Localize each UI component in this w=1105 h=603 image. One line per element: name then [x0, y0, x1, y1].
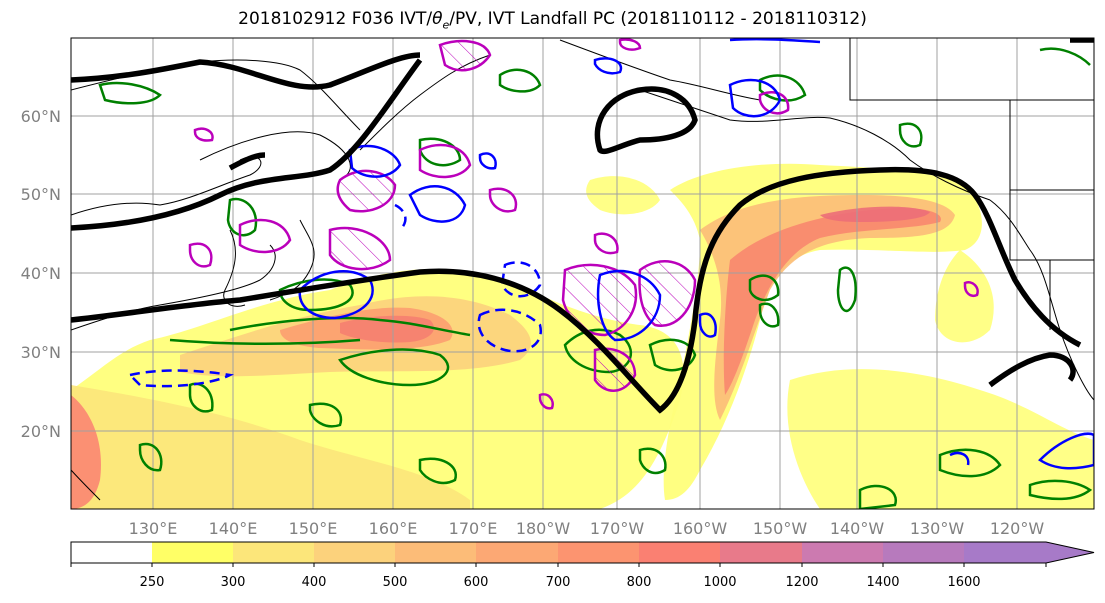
colorbar-label-700: 700 [546, 575, 571, 590]
colorbar-segment-9 [802, 542, 883, 563]
lat-label-50: 50°N [21, 185, 61, 204]
colorbar-segment-0 [71, 542, 152, 563]
colorbar-segment-11 [964, 542, 1046, 563]
colorbar-label-1400: 1400 [866, 575, 899, 590]
colorbar-segment-10 [883, 542, 964, 563]
longitude-labels: 130°E 140°E 150°E 160°E 170°E 180°W 170°… [129, 519, 1045, 538]
colorbar-label-250: 250 [140, 575, 165, 590]
lon-label-130w: 130°W [910, 519, 965, 538]
colorbar-segment-4 [395, 542, 476, 563]
lon-label-170e: 170°E [449, 519, 498, 538]
colorbar-label-400: 400 [302, 575, 327, 590]
lon-label-150w: 150°W [753, 519, 808, 538]
lon-label-140e: 140°E [209, 519, 258, 538]
colorbar: 250 300 400 500 600 700 800 1000 1200 14… [70, 541, 1095, 590]
colorbar-label-800: 800 [627, 575, 652, 590]
colorbar-label-500: 500 [383, 575, 408, 590]
colorbar-segment-6 [558, 542, 639, 563]
lon-label-170w: 170°W [590, 519, 645, 538]
lon-label-160e: 160°E [369, 519, 418, 538]
ivt-shading [71, 163, 1094, 509]
colorbar-segment-8 [720, 542, 802, 563]
blue-contours [127, 38, 1094, 470]
lat-label-60: 60°N [21, 107, 61, 126]
colorbar-label-300: 300 [221, 575, 246, 590]
colorbar-segment-3 [314, 542, 395, 563]
colorbar-segment-7 [639, 542, 720, 563]
lon-label-120w: 120°W [990, 519, 1045, 538]
lon-label-160w: 160°W [673, 519, 728, 538]
map-frame [70, 37, 1095, 510]
plot-title: 2018102912 F036 IVT/θe/PV, IVT Landfall … [238, 9, 867, 32]
lat-label-20: 20°N [21, 422, 61, 441]
colorbar-extend-arrow [1046, 542, 1094, 563]
colorbar-outline [70, 541, 1095, 564]
lon-label-150e: 150°E [289, 519, 338, 538]
gridlines [71, 38, 1094, 509]
colorbar-segment-2 [233, 542, 314, 563]
colorbar-segment-1 [152, 542, 233, 563]
latitude-labels: 60°N 50°N 40°N 30°N 20°N [21, 107, 61, 441]
lon-label-140w: 140°W [830, 519, 885, 538]
colorbar-label-1600: 1600 [947, 575, 980, 590]
colorbar-label-1200: 1200 [785, 575, 818, 590]
lon-label-130e: 130°E [129, 519, 178, 538]
ivt-landfall-pc-contour [71, 38, 1094, 414]
colorbar-label-1000: 1000 [703, 575, 736, 590]
lat-label-40: 40°N [21, 264, 61, 283]
lon-label-180w: 180°W [516, 519, 571, 538]
colorbar-label-600: 600 [464, 575, 489, 590]
colorbar-ticks [70, 563, 1047, 567]
colorbar-segment-5 [476, 542, 558, 563]
pv-contours [188, 38, 979, 410]
lat-label-30: 30°N [21, 343, 61, 362]
